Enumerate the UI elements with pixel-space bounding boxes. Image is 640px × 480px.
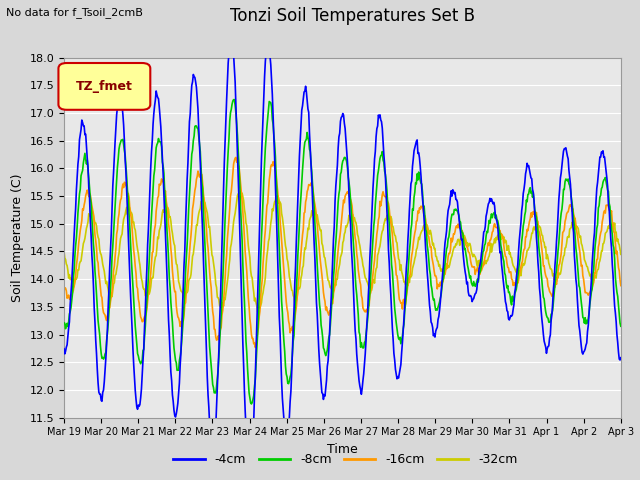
Legend: -4cm, -8cm, -16cm, -32cm: -4cm, -8cm, -16cm, -32cm [168,448,523,471]
X-axis label: Time: Time [327,443,358,456]
FancyBboxPatch shape [58,63,150,110]
Text: No data for f_Tsoil_2cmB: No data for f_Tsoil_2cmB [6,7,143,18]
Text: TZ_fmet: TZ_fmet [76,80,133,93]
Y-axis label: Soil Temperature (C): Soil Temperature (C) [11,173,24,302]
Text: Tonzi Soil Temperatures Set B: Tonzi Soil Temperatures Set B [230,7,474,25]
